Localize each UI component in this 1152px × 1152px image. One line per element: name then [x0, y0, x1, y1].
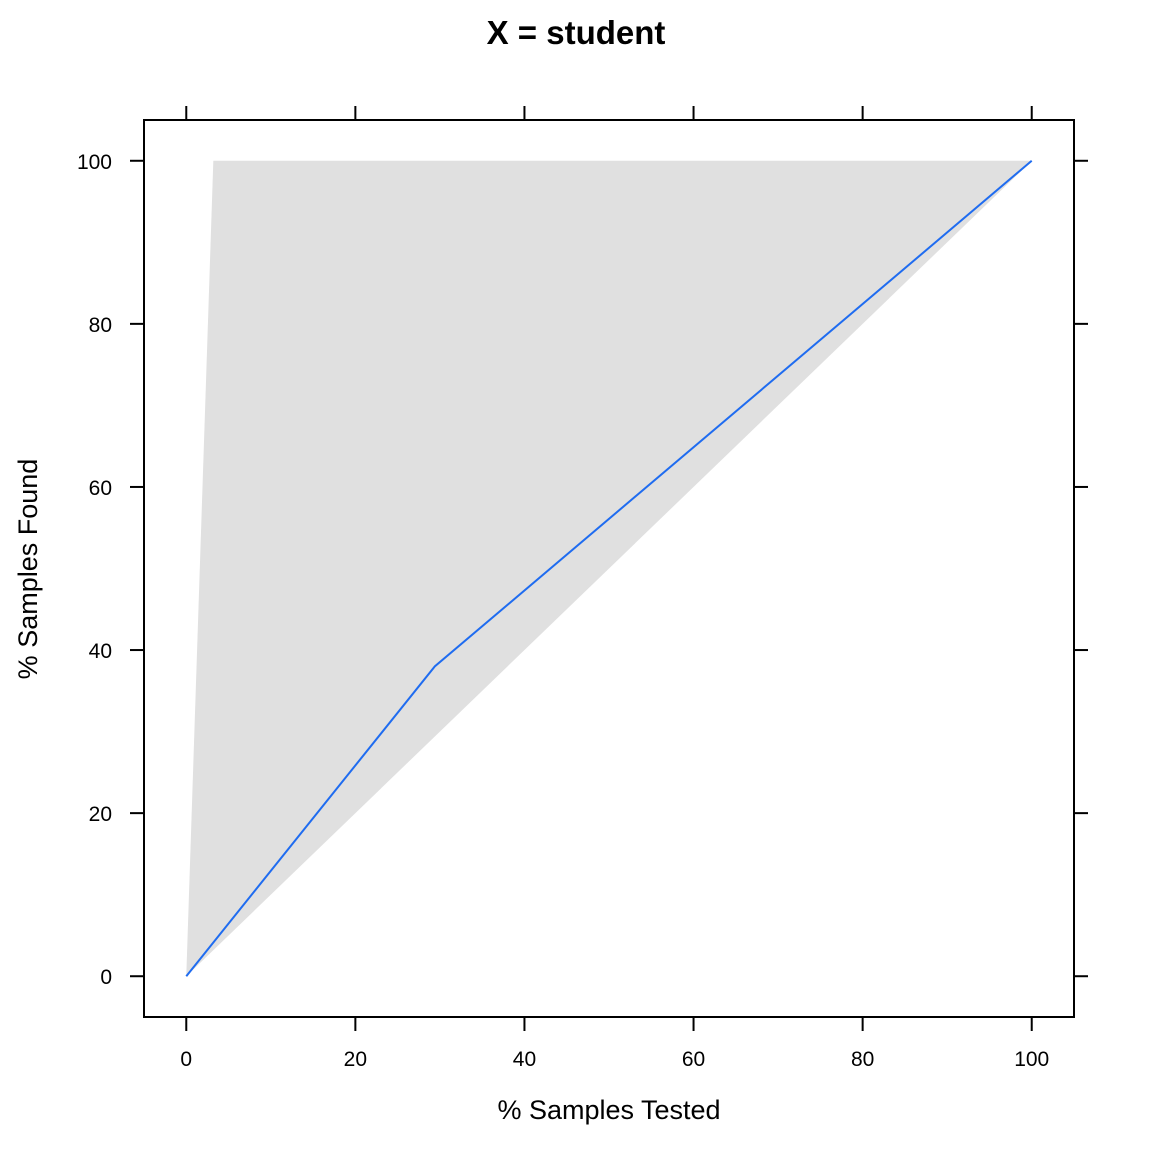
y-tick-label: 60 [89, 477, 112, 500]
x-tick-label: 60 [682, 1048, 705, 1071]
y-tick-label: 0 [100, 966, 112, 989]
x-tick-label: 20 [344, 1048, 367, 1071]
chart-title: X = student [487, 14, 666, 51]
plot-area [185, 160, 1033, 977]
plot-frame [143, 119, 1075, 1018]
x-tick-label: 40 [513, 1048, 536, 1071]
y-tick-label: 80 [89, 314, 112, 337]
x-tick-label: 100 [1014, 1048, 1049, 1071]
x-tick-label: 80 [851, 1048, 874, 1071]
y-axis-title: % Samples Found [13, 459, 43, 680]
x-tick-label: 0 [180, 1048, 192, 1071]
y-tick-label: 20 [89, 803, 112, 826]
series-line-0 [185, 160, 1033, 977]
x-axis-title: % Samples Tested [497, 1095, 720, 1125]
axes: 0 20 40 60 80 100 0 20 40 60 80 100 [77, 106, 1088, 1071]
y-tick-label: 100 [77, 151, 112, 174]
y-tick-label: 40 [89, 640, 112, 663]
reference-band [186, 160, 1032, 977]
